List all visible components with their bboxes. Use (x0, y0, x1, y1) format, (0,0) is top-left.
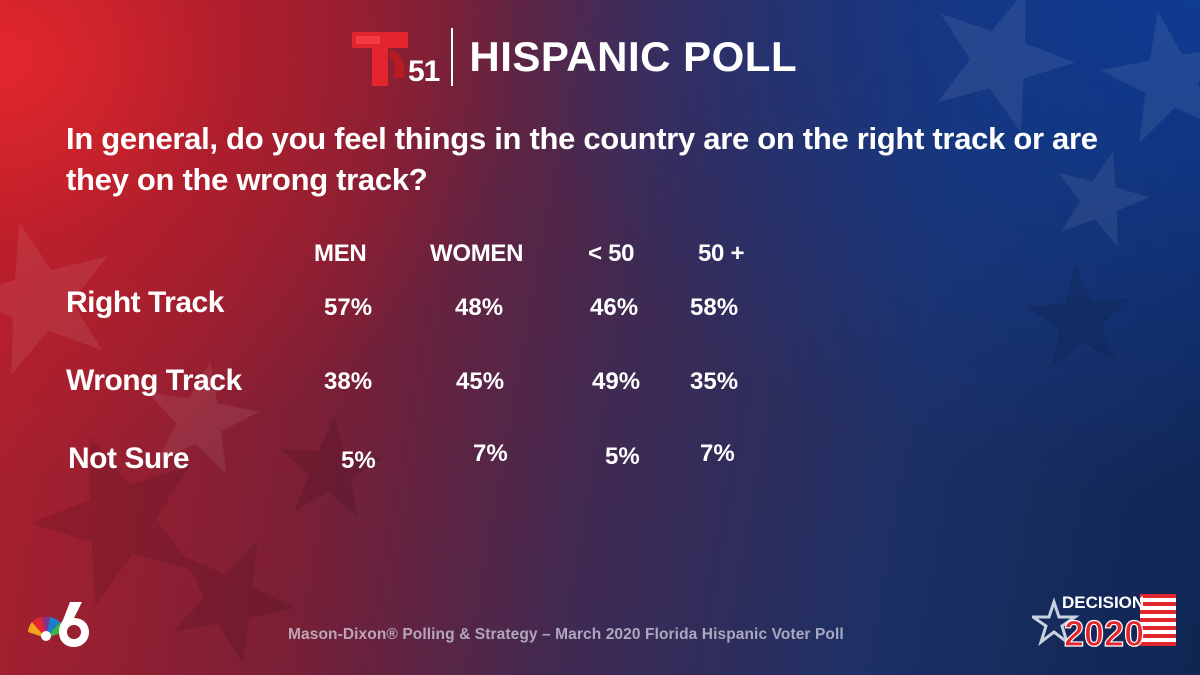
poll-question: In general, do you feel things in the co… (66, 121, 1098, 197)
decision-year: 2020 (1064, 613, 1144, 652)
cell-not-sure-50-plus: 7% (700, 440, 735, 467)
column-header-women: WOMEN (430, 240, 524, 267)
cell-right-track-under-50: 46% (590, 294, 639, 321)
cell-right-track-men: 57% (324, 294, 373, 321)
logo-number: 51 (408, 55, 440, 88)
cell-wrong-track-women: 45% (456, 368, 505, 395)
source-footer: Mason-Dixon® Polling & Strategy – March … (288, 626, 844, 643)
station-logo: 51 HISPANIC POLL (350, 22, 797, 92)
cell-right-track-women: 48% (455, 294, 504, 321)
cell-wrong-track-50-plus: 35% (690, 368, 739, 395)
poll-title: HISPANIC POLL (469, 33, 798, 80)
cell-wrong-track-men: 38% (324, 368, 373, 395)
header-divider (451, 28, 454, 86)
column-header-men: MEN (314, 240, 367, 267)
nbc-peacock-icon (28, 602, 89, 647)
decision-2020-star-flag-icon: DECISION 2020 (1032, 593, 1176, 652)
cell-right-track-50-plus: 58% (690, 294, 739, 321)
cell-not-sure-women: 7% (473, 440, 508, 467)
row-label-right-track: Right Track (66, 286, 224, 319)
cell-not-sure-under-50: 5% (605, 443, 640, 470)
cell-not-sure-men: 5% (341, 447, 376, 474)
row-label-wrong-track: Wrong Track (66, 364, 242, 397)
column-header-50-plus: 50 + (698, 240, 745, 267)
decision-word: DECISION (1062, 593, 1144, 612)
telemundo-t-icon (352, 32, 408, 86)
row-label-not-sure: Not Sure (68, 442, 190, 475)
cell-wrong-track-under-50: 49% (592, 368, 641, 395)
column-header-under-50: < 50 (588, 240, 635, 267)
